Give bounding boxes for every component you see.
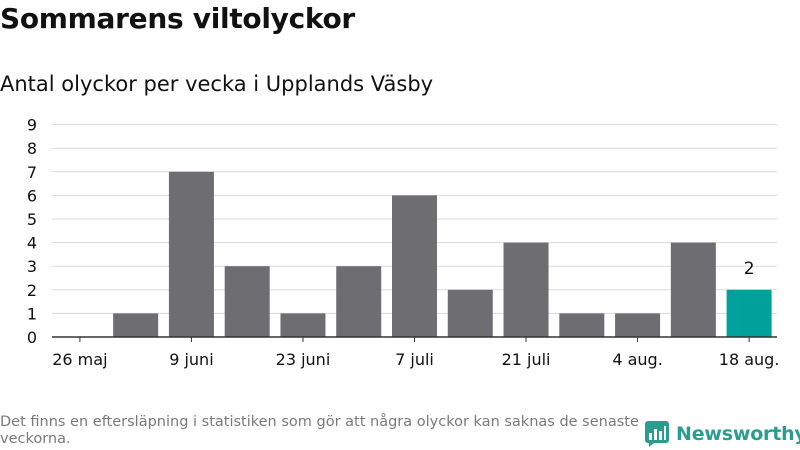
data-labels: 2 <box>744 259 755 279</box>
bar <box>280 313 326 337</box>
bar <box>503 242 549 337</box>
bar <box>113 313 159 337</box>
y-axis-ticks: 0 1 2 3 4 5 6 7 8 9 <box>27 116 37 347</box>
x-axis-ticks: 26 maj 9 juni 23 juni 7 juli 21 juli 4 aug. 18… <box>52 337 779 369</box>
bar <box>224 266 270 337</box>
y-tick-label: 9 <box>27 116 37 135</box>
y-tick-label: 8 <box>27 139 37 158</box>
bar <box>447 289 493 337</box>
y-tick-label: 2 <box>27 281 37 300</box>
x-tick-label: 7 juli <box>395 350 434 369</box>
bars <box>113 171 772 337</box>
x-tick-label: 4 aug. <box>612 350 662 369</box>
x-tick-label: 23 juni <box>276 350 331 369</box>
y-tick-label: 0 <box>27 328 37 347</box>
bar <box>670 242 716 337</box>
bar <box>336 266 382 337</box>
y-tick-label: 4 <box>27 234 37 253</box>
bar <box>168 171 214 337</box>
x-tick-label: 21 juli <box>502 350 551 369</box>
bar-highlight <box>726 289 772 337</box>
bar <box>392 195 437 337</box>
newsworthy-logo-icon <box>645 421 669 447</box>
y-tick-label: 7 <box>27 163 37 182</box>
chart-title: Sommarens viltolyckor <box>0 2 355 35</box>
chart-subtitle: Antal olyckor per vecka i Upplands Väsby <box>0 72 434 96</box>
bar <box>559 313 605 337</box>
x-tick-label: 18 aug. <box>719 350 780 369</box>
footnote: Det finns en eftersläpning i statistiken… <box>0 414 639 447</box>
bar-chart: 0 1 2 3 4 5 6 7 8 9 26 maj 9 juni 23 juni 7 juli 21 j… <box>27 116 780 369</box>
x-tick-label: 9 juni <box>169 350 213 369</box>
newsworthy-logo[interactable]: Newsworthy <box>644 419 800 449</box>
y-tick-label: 6 <box>27 186 37 205</box>
bar <box>615 313 661 337</box>
data-label: 2 <box>744 259 755 279</box>
y-tick-label: 1 <box>27 304 37 323</box>
x-tick-label: 26 maj <box>52 350 107 369</box>
y-tick-label: 3 <box>27 257 37 276</box>
y-tick-label: 5 <box>27 210 37 229</box>
brand-name: Newsworthy <box>676 423 800 445</box>
